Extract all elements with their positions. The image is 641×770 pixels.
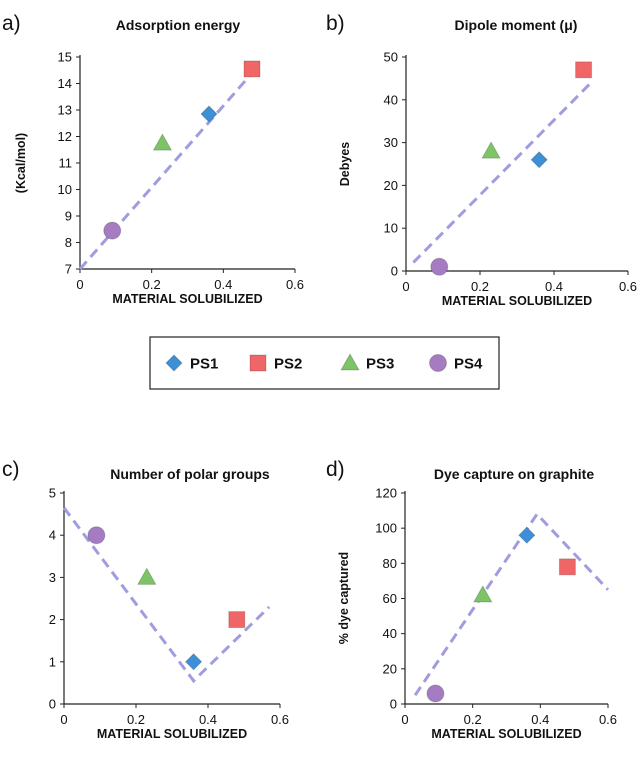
data-point-ps1 [518,526,536,544]
panel-label: c) [2,458,20,481]
y-tick-label: 5 [49,486,56,501]
data-point-ps3 [481,141,501,159]
data-point-ps2 [575,61,593,79]
y-tick-label: 20 [383,661,397,676]
y-tick-label: 8 [65,235,72,250]
y-tick-label: 40 [384,92,398,107]
y-tick-label: 120 [375,486,397,501]
trend-line [412,81,593,264]
chart-panel-3: c) Number of polar groups 0 1 2 3 4 5 0 0.2 0.4 0.6… [2,458,289,741]
x-tick-label: 0.2 [464,712,482,727]
y-tick-label: 3 [49,570,56,585]
x-tick-label: 0 [402,279,409,294]
x-axis-label: MATERIAL SOLUBILIZED [442,294,592,308]
y-tick-label: 0 [49,697,56,712]
data-point-ps4 [430,257,449,276]
y-tick-label: 1 [49,654,56,669]
data-point-ps4 [103,221,122,240]
y-axis-label: (Kcal/mol) [14,133,28,193]
trend-line [413,511,610,697]
panel-label: d) [326,458,345,481]
legend-marker-ps3 [340,352,360,371]
x-tick-label: 0.2 [127,712,145,727]
data-point-ps1 [184,653,203,671]
data-point-ps4 [426,684,445,703]
legend-box [149,336,500,390]
y-tick-label: 80 [383,556,397,571]
x-tick-label: 0 [76,277,83,292]
y-tick-label: 4 [49,528,56,543]
y-tick-label: 7 [65,262,72,277]
legend-marker-ps1 [165,354,183,372]
legend-label-ps4: PS4 [454,356,483,373]
x-tick-label: 0.6 [271,712,289,727]
y-tick-label: 10 [58,182,72,197]
chart-title: Dipole moment (μ) [455,17,578,33]
trend-line [78,64,261,270]
x-tick-label: 0.2 [143,277,161,292]
data-point-ps2 [243,60,261,78]
data-point-ps4 [87,526,106,545]
chart-title: Dye capture on graphite [434,466,594,482]
data-point-ps3 [136,567,157,585]
y-tick-label: 12 [58,129,72,144]
panel-label: a) [2,12,21,35]
y-tick-label: 14 [58,76,72,91]
x-tick-label: 0.4 [199,712,217,727]
y-tick-label: 9 [65,209,72,224]
y-axis-label: % dye captured [337,552,351,644]
legend-label-ps1: PS1 [190,356,218,373]
trend-line [62,506,271,684]
data-point-ps1 [200,105,218,123]
y-tick-label: 20 [384,178,398,193]
chart-panel-1: a) Adsorption energy 7 8 9 10 11 12 13 14 15 0 0.2 0.… [2,12,304,306]
x-tick-label: 0.6 [619,279,637,294]
legend-marker-ps4 [429,354,447,372]
y-tick-label: 30 [384,135,398,150]
data-point-ps2 [558,558,576,576]
chart-title: Adsorption energy [116,17,241,33]
chart-title: Number of polar groups [110,466,270,482]
x-tick-label: 0.4 [545,279,563,294]
chart-panel-2: b) Dipole moment (μ) 0 10 20 30 40 50 0 0.2 0.4 0.6… [326,12,637,308]
x-tick-label: 0.6 [599,712,617,727]
x-axis-label: MATERIAL SOLUBILIZED [97,727,247,741]
legend-label-ps3: PS3 [366,356,394,373]
y-tick-label: 0 [391,264,398,279]
x-tick-label: 0 [401,712,408,727]
y-tick-label: 2 [49,612,56,627]
x-tick-label: 0.2 [471,279,489,294]
x-axis-label: MATERIAL SOLUBILIZED [431,727,581,741]
x-tick-label: 0 [60,712,67,727]
y-tick-label: 13 [58,103,72,118]
panel-label: b) [326,12,345,35]
y-axis-label: Debyes [338,142,352,187]
chart-panel-4: d) Dye capture on graphite 0 20 40 60 80 100 120… [326,458,617,741]
data-point-ps1 [530,151,548,169]
x-tick-label: 0.4 [214,277,232,292]
y-tick-label: 40 [383,626,397,641]
y-tick-label: 50 [384,50,398,65]
y-tick-label: 15 [58,50,72,65]
data-point-ps3 [152,133,173,151]
y-tick-label: 0 [390,697,397,712]
y-tick-label: 60 [383,591,397,606]
x-tick-label: 0.4 [531,712,549,727]
data-point-ps3 [472,584,493,603]
y-tick-label: 11 [59,156,73,171]
legend-label-ps2: PS2 [274,356,302,373]
y-tick-label: 100 [375,521,397,536]
y-tick-label: 10 [384,221,398,236]
x-tick-label: 0.6 [286,277,304,292]
legend: PS1 PS2 PS3 PS4 [149,336,500,390]
legend-marker-ps2 [249,354,267,372]
x-axis-label: MATERIAL SOLUBILIZED [112,292,262,306]
data-point-ps2 [228,611,246,629]
